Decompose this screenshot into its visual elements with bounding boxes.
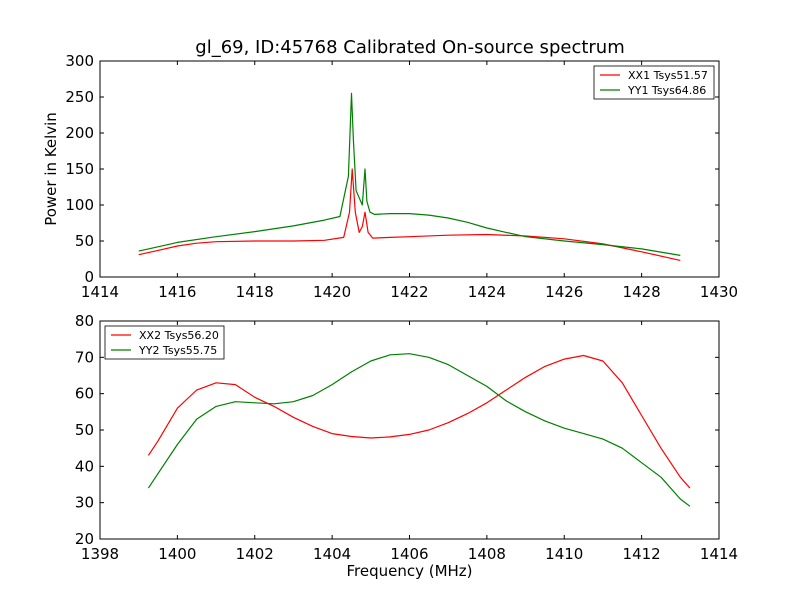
x-tick-label: 1420 [313, 283, 351, 301]
top-plot: 1414 1416 1418 1420 1422 1424 1426 1428 1430 0 50 1… [42, 52, 738, 301]
y-tick-label: 80 [75, 312, 94, 330]
x-tick-label: 1400 [158, 545, 196, 563]
legend: XX1 Tsys51.57 YY1 Tsys64.86 [593, 65, 715, 100]
y-tick-label: 40 [75, 457, 94, 475]
x-tick-label: 1430 [700, 283, 738, 301]
y-tick-label: 250 [65, 88, 94, 106]
x-tick-label: 1426 [545, 283, 583, 301]
x-tick-label: 1412 [623, 545, 661, 563]
legend-box [593, 65, 715, 100]
x-tick-label: 1416 [158, 283, 196, 301]
series-line-2 [138, 92, 681, 256]
x-tick-label: 1406 [390, 545, 428, 563]
x-axis-label: Frequency (MHz) [346, 562, 472, 580]
x-tick-label: 1414 [700, 545, 738, 563]
x-tick-label: 1428 [623, 283, 661, 301]
y-tick-label: 0 [84, 268, 94, 286]
bottom-plot: 1398 1400 1402 1404 1406 1408 1410 1412 1414 20 30… [75, 312, 738, 580]
y-tick-label: 150 [65, 160, 94, 178]
y-tick-label: 60 [75, 385, 94, 403]
x-tick-label: 1408 [468, 545, 506, 563]
y-tick-label: 200 [65, 124, 94, 142]
legend-entry: XX2 Tsys56.20 [139, 329, 219, 342]
y-tick-label: 30 [75, 494, 94, 512]
series-line-1 [147, 354, 691, 489]
x-tick-label: 1414 [81, 283, 119, 301]
legend-box [104, 325, 225, 360]
legend-entry: YY1 Tsys64.86 [627, 84, 706, 97]
legend: XX2 Tsys56.20 YY2 Tsys55.75 [104, 325, 225, 360]
y-tick-label: 70 [75, 348, 94, 366]
x-tick-label: 1424 [468, 283, 506, 301]
legend-entry: YY2 Tsys55.75 [138, 344, 217, 357]
x-tick-label: 1418 [236, 283, 274, 301]
y-tick-label: 100 [65, 196, 94, 214]
y-tick-label: 50 [75, 421, 94, 439]
y-tick-label: 50 [75, 232, 94, 250]
y-tick-label: 300 [65, 52, 94, 70]
x-tick-label: 1404 [313, 545, 351, 563]
x-tick-label: 1402 [236, 545, 274, 563]
legend-entry: XX1 Tsys51.57 [628, 69, 708, 82]
y-tick-label: 20 [75, 530, 94, 548]
chart-title: gl_69, ID:45768 Calibrated On-source spe… [195, 37, 624, 58]
x-tick-label: 1410 [545, 545, 583, 563]
x-tick-label: 1398 [81, 545, 119, 563]
x-tick-label: 1422 [390, 283, 428, 301]
series-line-2 [147, 353, 691, 507]
y-axis-label: Power in Kelvin [42, 112, 60, 226]
